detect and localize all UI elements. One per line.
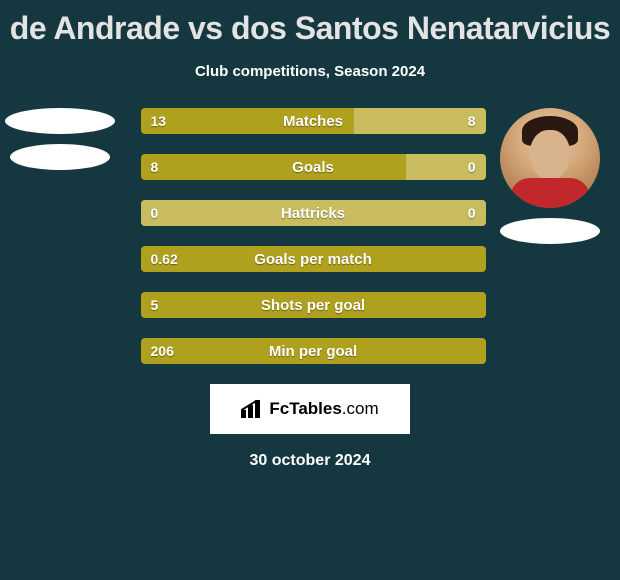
stat-bar: 206Min per goal <box>141 338 486 364</box>
stat-label: Min per goal <box>141 338 486 364</box>
stat-label: Hattricks <box>141 200 486 226</box>
player-left-name-pill <box>10 144 110 170</box>
stat-label: Matches <box>141 108 486 134</box>
brand-badge: FcTables.com <box>210 384 410 434</box>
brand-text: FcTables.com <box>269 399 378 419</box>
player-left-avatar-placeholder <box>5 108 115 134</box>
player-right-avatar <box>500 108 600 208</box>
player-right-column <box>495 108 605 244</box>
player-right-name-pill <box>500 218 600 244</box>
stat-bar: 80Goals <box>141 154 486 180</box>
subtitle: Club competitions, Season 2024 <box>0 63 620 80</box>
stat-label: Shots per goal <box>141 292 486 318</box>
page-title: de Andrade vs dos Santos Nenatarvicius <box>0 0 620 47</box>
brand-chart-icon <box>241 400 263 418</box>
stat-label: Goals <box>141 154 486 180</box>
stat-bar: 138Matches <box>141 108 486 134</box>
stat-bars: 138Matches 80Goals 00Hattricks 0.62Goals pe… <box>141 108 486 364</box>
player-left-column <box>5 108 115 170</box>
stat-bar: 00Hattricks <box>141 200 486 226</box>
stat-bar: 0.62Goals per match <box>141 246 486 272</box>
stat-label: Goals per match <box>141 246 486 272</box>
snapshot-date: 30 october 2024 <box>0 452 620 470</box>
comparison-content: 138Matches 80Goals 00Hattricks 0.62Goals pe… <box>0 108 620 470</box>
stat-bar: 5Shots per goal <box>141 292 486 318</box>
